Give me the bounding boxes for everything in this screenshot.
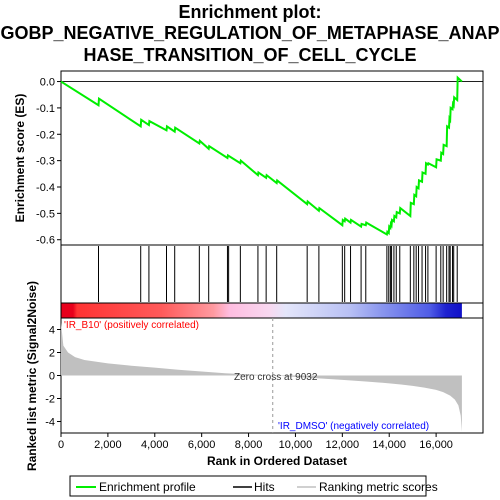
metric-ytick-label: 0 (49, 371, 55, 383)
enrichment-profile-line (60, 75, 463, 237)
metric-panel: 4 2 0 -2 -4 'IR_B10' (positively correlated)… (25, 281, 484, 471)
hits-panel (60, 244, 484, 304)
x-tick-label: 12,000 (326, 439, 360, 451)
title-line-1: Enrichment plot: (179, 2, 322, 22)
hits-panel-frame (60, 244, 484, 304)
es-ylabel: Enrichment score (ES) (13, 94, 27, 223)
legend-hits-label: Hits (254, 480, 275, 494)
metric-y-ticks: 4 2 0 -2 -4 (45, 325, 61, 429)
negative-correlation-label: 'IR_DMSO' (negatively correlated) (278, 421, 429, 432)
legend-metric-label: Ranking metric scores (319, 480, 438, 494)
x-tick-label: 14,000 (372, 439, 406, 451)
es-ytick-label: -0.2 (36, 129, 55, 141)
es-ytick-label: -0.6 (36, 235, 55, 247)
es-panel: 0.0 -0.1 -0.2 -0.3 -0.4 -0.5 -0.6 Enrichment s… (13, 70, 484, 247)
legend-enrichment-label: Enrichment profile (99, 480, 196, 494)
es-y-ticks: 0.0 -0.1 -0.2 -0.3 -0.4 -0.5 -0.6 (36, 77, 61, 247)
x-tick-label: 6,000 (188, 439, 216, 451)
metric-ytick-label: 2 (49, 348, 55, 360)
x-tick-label: 8,000 (235, 439, 263, 451)
es-panel-frame (60, 70, 484, 246)
x-ticks: 0 2,000 4,000 6,000 8,000 10,000 12,000 14,000 1… (58, 433, 453, 451)
es-ytick-label: -0.1 (36, 103, 55, 115)
es-ytick-label: -0.5 (36, 208, 55, 220)
metric-ylabel: Ranked list metric (Signal2Noise) (25, 281, 39, 471)
x-tick-label: 0 (58, 439, 64, 451)
hit-lines (98, 246, 458, 302)
es-ytick-label: -0.4 (36, 182, 55, 194)
x-tick-label: 16,000 (419, 439, 453, 451)
es-ytick-label: 0.0 (40, 77, 55, 89)
x-tick-label: 4,000 (141, 439, 169, 451)
zero-cross-label: Zero cross at 9032 (234, 372, 318, 383)
title-line-3: HASE_TRANSITION_OF_CELL_CYCLE (83, 45, 416, 65)
color-bar-fill (61, 303, 462, 318)
ranking-metric-area (61, 322, 462, 432)
rank-color-bar (60, 302, 484, 319)
metric-ytick-label: -2 (45, 394, 55, 406)
legend-frame (69, 475, 427, 497)
es-ytick-label: -0.3 (36, 156, 55, 168)
x-tick-label: 2,000 (94, 439, 122, 451)
legend: Enrichment profile Hits Ranking metric s… (69, 475, 438, 497)
metric-ytick-label: -4 (45, 417, 55, 429)
metric-ytick-label: 4 (49, 325, 55, 337)
title-line-2: GOBP_NEGATIVE_REGULATION_OF_METAPHASE_AN… (0, 23, 499, 43)
positive-correlation-label: 'IR_B10' (positively correlated) (64, 320, 199, 331)
x-axis-label: Rank in Ordered Dataset (207, 454, 347, 468)
x-tick-label: 10,000 (279, 439, 313, 451)
